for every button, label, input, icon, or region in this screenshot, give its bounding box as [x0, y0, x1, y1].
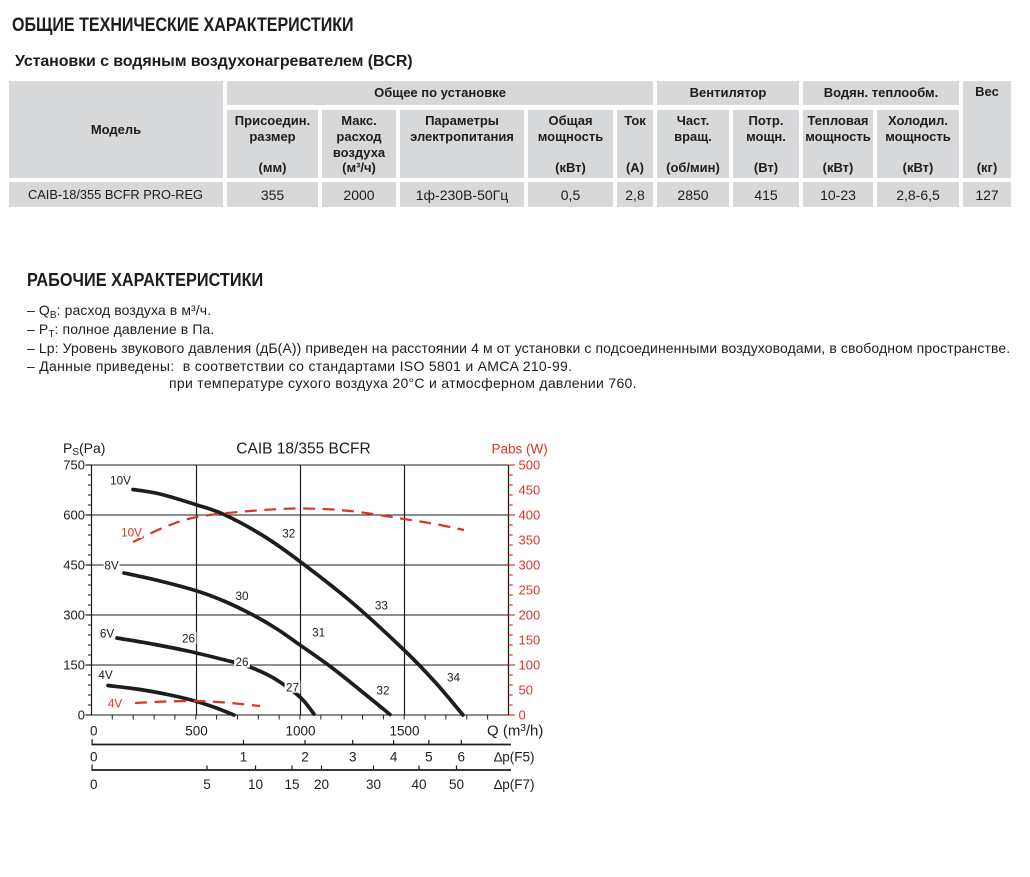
svg-text:26: 26	[235, 656, 248, 669]
svg-text:1: 1	[240, 749, 248, 764]
svg-text:Q (m3/h): Q (m3/h)	[487, 723, 543, 740]
svg-text:300: 300	[63, 608, 85, 623]
svg-text:10V: 10V	[121, 527, 142, 540]
svg-text:750: 750	[63, 458, 85, 473]
svg-text:50: 50	[519, 683, 533, 698]
svg-text:150: 150	[63, 658, 85, 673]
svg-text:26: 26	[182, 633, 195, 646]
svg-text:1500: 1500	[389, 724, 419, 739]
svg-text:10V: 10V	[110, 475, 131, 488]
svg-text:4: 4	[390, 749, 398, 764]
svg-text:34: 34	[447, 672, 461, 685]
svg-text:40: 40	[411, 777, 426, 792]
svg-text:350: 350	[519, 533, 541, 548]
svg-text:∆p(F5): ∆p(F5)	[494, 749, 535, 764]
svg-text:8V: 8V	[104, 560, 119, 573]
svg-text:32: 32	[282, 528, 295, 541]
svg-text:31: 31	[312, 627, 325, 640]
svg-text:6: 6	[458, 749, 466, 764]
svg-text:3: 3	[349, 749, 357, 764]
svg-text:100: 100	[519, 658, 541, 673]
svg-text:15: 15	[284, 777, 299, 792]
svg-text:0: 0	[90, 724, 98, 739]
svg-text:PS(Pa): PS(Pa)	[63, 440, 105, 458]
svg-text:250: 250	[519, 583, 541, 598]
svg-text:400: 400	[519, 508, 541, 523]
svg-text:4V: 4V	[108, 698, 123, 711]
svg-text:0: 0	[90, 777, 98, 792]
svg-text:450: 450	[519, 483, 541, 498]
svg-text:30: 30	[235, 590, 249, 603]
svg-text:1000: 1000	[285, 724, 315, 739]
svg-text:27: 27	[286, 681, 299, 694]
svg-text:200: 200	[519, 608, 541, 623]
svg-text:500: 500	[519, 458, 541, 473]
svg-text:20: 20	[314, 777, 329, 792]
svg-text:300: 300	[519, 558, 541, 573]
svg-text:150: 150	[519, 633, 541, 648]
svg-text:5: 5	[203, 777, 211, 792]
svg-text:32: 32	[376, 685, 389, 698]
svg-text:50: 50	[449, 777, 464, 792]
svg-text:450: 450	[63, 558, 85, 573]
svg-text:500: 500	[185, 724, 208, 739]
svg-text:30: 30	[366, 777, 381, 792]
svg-text:2: 2	[301, 749, 309, 764]
svg-text:4V: 4V	[98, 669, 113, 682]
svg-text:0: 0	[78, 708, 85, 723]
svg-text:6V: 6V	[100, 628, 115, 641]
svg-text:Pabs (W): Pabs (W)	[492, 442, 548, 457]
svg-text:0: 0	[90, 749, 98, 764]
svg-text:CAIB 18/355 BCFR: CAIB 18/355 BCFR	[236, 441, 370, 458]
svg-text:5: 5	[425, 749, 433, 764]
svg-text:10: 10	[248, 777, 263, 792]
svg-text:0: 0	[519, 708, 526, 723]
svg-text:33: 33	[375, 600, 388, 613]
svg-text:∆p(F7): ∆p(F7)	[494, 777, 535, 792]
svg-text:600: 600	[63, 508, 85, 523]
